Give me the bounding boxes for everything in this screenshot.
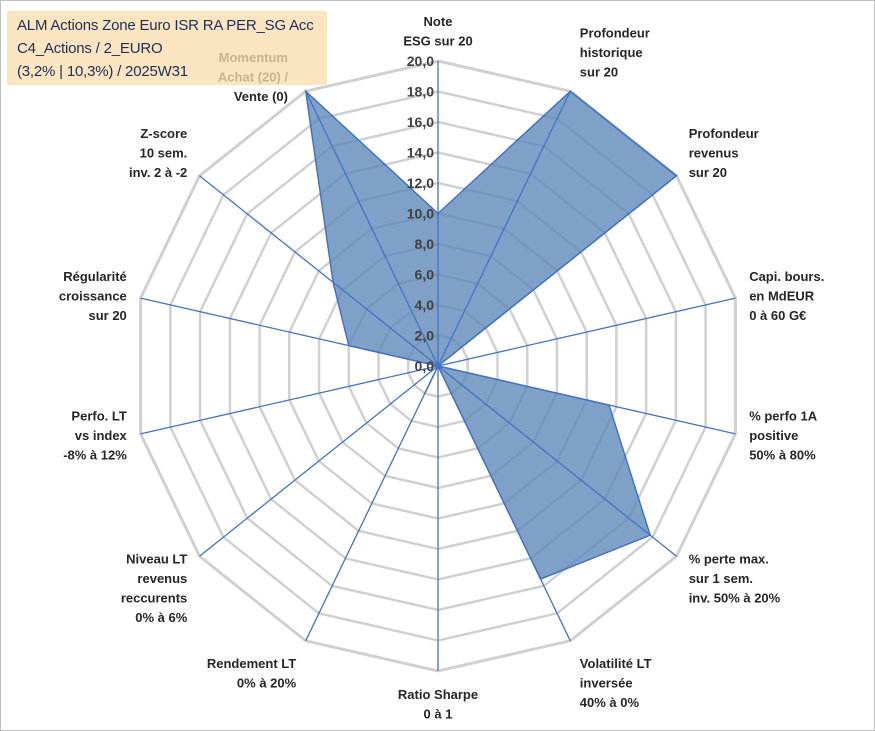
axis-label: Perfo. LT vs index -8% à 12% xyxy=(63,408,127,462)
axis-label: Niveau LT revenus reccurents 0% à 6% xyxy=(121,552,188,626)
chart-title-line-1: ALM Actions Zone Euro ISR RA PER_SG Acc xyxy=(17,17,314,34)
axis-spoke xyxy=(199,365,439,557)
axis-spoke xyxy=(305,90,439,367)
chart-title-line-3: (3,2% | 10,3%) / 2025W31 xyxy=(17,63,188,80)
axis-spoke xyxy=(437,365,571,642)
tick-label: 2,0 xyxy=(415,328,435,344)
chart-title-line-2: C4_Actions / 2_EURO xyxy=(17,40,163,57)
axis-label: Momentum Achat (20) / Vente (0) xyxy=(218,50,288,104)
chart-title-box: ALM Actions Zone Euro ISR RA PER_SG Acc … xyxy=(7,11,327,85)
tick-label: 14,0 xyxy=(407,145,434,161)
tick-label: 6,0 xyxy=(415,267,435,283)
tick-label: 12,0 xyxy=(407,175,434,191)
axis-spoke xyxy=(437,365,677,557)
axis-spoke xyxy=(140,365,439,435)
axis-label: Volatilité LT inversée 40% à 0% xyxy=(580,656,652,710)
tick-label: 18,0 xyxy=(407,84,434,100)
axis-spoke xyxy=(437,90,571,367)
axis-label: % perte max. sur 1 sem. inv. 50% à 20% xyxy=(689,552,781,606)
axis-label: Z-score 10 sem. inv. 2 à -2 xyxy=(129,126,187,180)
axis-spoke xyxy=(140,297,439,367)
axis-label: Rendement LT 0% à 20% xyxy=(207,656,297,691)
tick-label: 4,0 xyxy=(415,297,435,313)
tick-label: 0,0 xyxy=(415,358,435,374)
axis-label: Profondeur historique sur 20 xyxy=(580,26,650,80)
axis-label: Capi. bours. en MdEUR 0 à 60 G€ xyxy=(749,269,824,323)
axis-label: % perfo 1A positive 50% à 80% xyxy=(749,408,818,462)
axis-label: Note ESG sur 20 xyxy=(403,14,472,49)
axis-spoke xyxy=(437,175,677,367)
axis-spoke xyxy=(437,297,736,367)
axis-label: Profondeur revenus sur 20 xyxy=(689,126,759,180)
axis-spoke xyxy=(199,175,439,367)
axis-label: Régularité croissance sur 20 xyxy=(59,269,127,323)
tick-label: 10,0 xyxy=(407,206,434,222)
tick-label: 8,0 xyxy=(415,236,435,252)
axis-spoke xyxy=(437,365,736,435)
axis-label: Ratio Sharpe 0 à 1 xyxy=(398,687,478,722)
tick-label: 20,0 xyxy=(407,53,434,69)
tick-label: 16,0 xyxy=(407,114,434,130)
axis-spoke xyxy=(305,365,439,642)
